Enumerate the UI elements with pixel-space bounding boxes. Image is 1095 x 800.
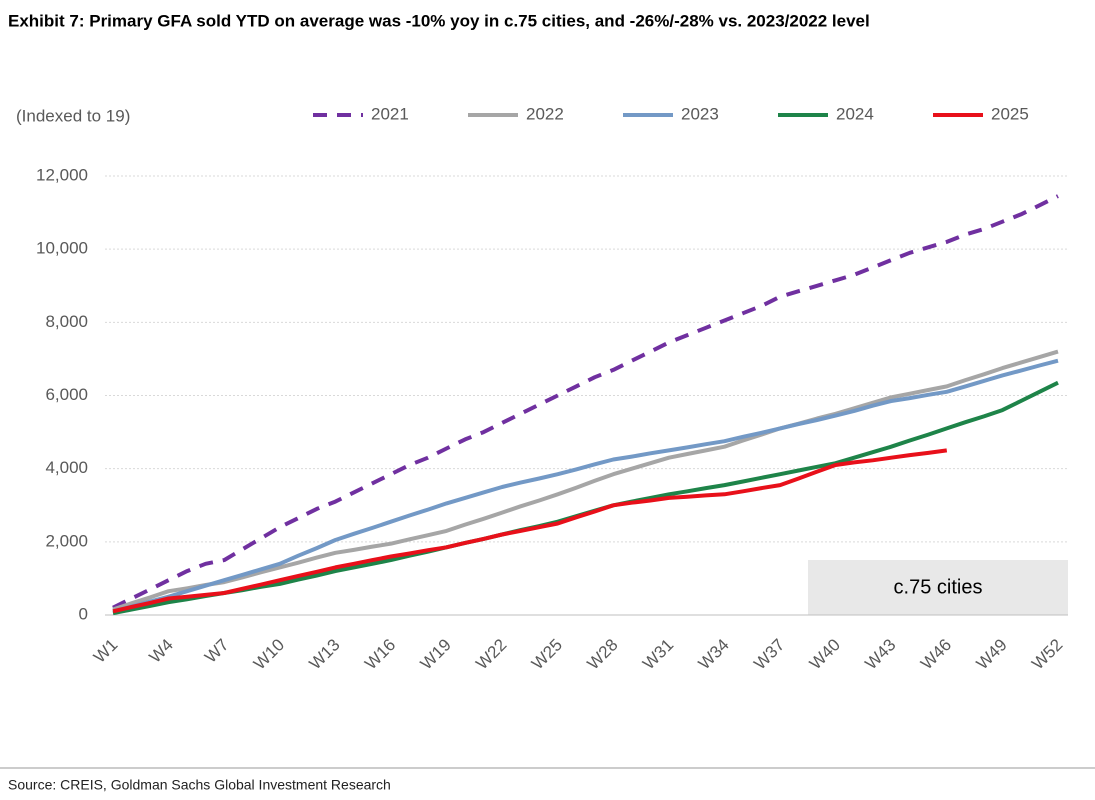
x-tick-label: W34 bbox=[695, 635, 733, 673]
y-tick-label: 4,000 bbox=[45, 458, 88, 477]
x-tick-label: W43 bbox=[861, 635, 899, 673]
y-tick-label: 0 bbox=[79, 604, 88, 623]
x-tick-label: W40 bbox=[806, 635, 844, 673]
x-tick-label: W10 bbox=[250, 635, 288, 673]
x-tick-label: W37 bbox=[750, 635, 788, 673]
x-tick-label: W28 bbox=[583, 635, 621, 673]
y-tick-label: 2,000 bbox=[45, 531, 88, 550]
chart-title: Exhibit 7: Primary GFA sold YTD on avera… bbox=[8, 11, 870, 30]
x-tick-label: W25 bbox=[528, 635, 566, 673]
annotation: c.75 cities bbox=[894, 576, 983, 598]
x-tick-label: W7 bbox=[201, 635, 232, 666]
legend-label: 2025 bbox=[991, 104, 1029, 123]
legend-label: 2023 bbox=[681, 104, 719, 123]
x-tick-label: W4 bbox=[145, 635, 176, 666]
x-tick-label: W16 bbox=[361, 635, 399, 673]
line-series bbox=[112, 194, 1059, 610]
y-axis-label: (Indexed to 19) bbox=[16, 106, 130, 125]
legend-label: 2021 bbox=[371, 104, 409, 123]
x-tick-label: W1 bbox=[90, 635, 121, 666]
y-tick-label: 8,000 bbox=[45, 312, 88, 331]
y-tick-label: 10,000 bbox=[36, 239, 88, 258]
line-series bbox=[112, 448, 948, 614]
line-series bbox=[112, 349, 1059, 612]
legend-label: 2022 bbox=[526, 104, 564, 123]
x-tick-label: W22 bbox=[472, 635, 510, 673]
y-tick-label: 12,000 bbox=[36, 165, 88, 184]
x-tick-label: W13 bbox=[306, 635, 344, 673]
x-tick-label: W49 bbox=[973, 635, 1011, 673]
legend-label: 2024 bbox=[836, 104, 874, 123]
x-tick-label: W31 bbox=[639, 635, 677, 673]
line-series bbox=[112, 358, 1059, 614]
y-tick-label: 6,000 bbox=[45, 385, 88, 404]
source: Source: CREIS, Goldman Sachs Global Inve… bbox=[8, 777, 391, 793]
x-tick-label: W52 bbox=[1028, 635, 1066, 673]
x-tick-label: W46 bbox=[917, 635, 955, 673]
annotation-box bbox=[808, 560, 1068, 615]
x-tick-label: W19 bbox=[417, 635, 455, 673]
